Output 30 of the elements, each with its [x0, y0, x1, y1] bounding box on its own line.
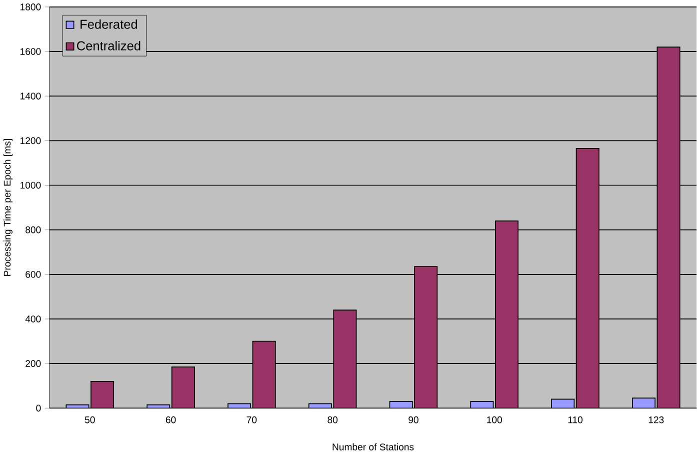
x-tick-label: 50: [84, 416, 95, 424]
y-tick-label: 600: [26, 271, 41, 278]
bar: [90, 380, 114, 408]
y-tick-label: 1000: [20, 182, 41, 189]
bar: [171, 366, 195, 408]
x-tick-label: 123: [648, 416, 664, 424]
bar: [252, 340, 276, 408]
x-tick-label: 110: [568, 416, 583, 424]
x-axis-title: Number of Stations: [332, 443, 414, 450]
y-tick-label: 1800: [20, 4, 41, 10]
x-tick-label: 60: [166, 416, 176, 424]
x-tick-label: 70: [246, 416, 257, 424]
y-tick-label: 800: [26, 226, 41, 234]
y-tick-label: 400: [25, 316, 41, 322]
y-tick-label: 1600: [20, 48, 41, 55]
bar: [414, 266, 438, 408]
x-tick-label: 100: [487, 416, 502, 424]
x-tick-label: 80: [328, 416, 338, 424]
y-tick-label: 0: [36, 404, 41, 412]
y-axis-title: Processing Time per Epoch [ms]: [4, 139, 12, 276]
bar: [333, 310, 357, 408]
legend-label: Centralized: [77, 41, 140, 50]
bar: [656, 46, 680, 408]
bar: [494, 220, 518, 408]
y-tick-label: 1200: [20, 137, 41, 144]
x-tick-label: 90: [408, 416, 418, 424]
y-tick-label: 1400: [20, 92, 41, 100]
legend-label: Federated: [80, 19, 137, 29]
y-tick-label: 200: [26, 360, 41, 367]
bar: [576, 148, 600, 408]
